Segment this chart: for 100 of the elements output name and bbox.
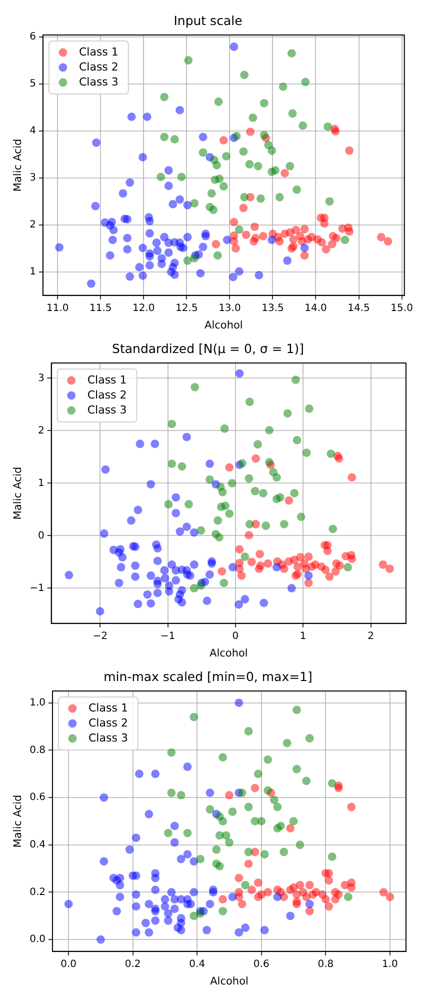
point: [260, 98, 268, 108]
y-tick-label: 0: [38, 530, 44, 542]
point: [271, 166, 280, 175]
y-tick-label: 0.2: [30, 886, 46, 898]
y-tick-label: 0.4: [30, 839, 46, 850]
point: [328, 240, 336, 248]
point: [244, 531, 254, 540]
point: [276, 822, 285, 830]
point: [320, 219, 329, 228]
point: [244, 474, 254, 483]
point: [235, 545, 244, 554]
point: [386, 564, 394, 573]
point: [305, 880, 314, 890]
point: [248, 114, 258, 122]
point: [273, 802, 282, 812]
point: [164, 828, 172, 838]
point: [264, 755, 272, 764]
point: [292, 185, 302, 194]
point: [305, 734, 314, 743]
point: [324, 902, 334, 911]
point: [290, 489, 299, 498]
point: [232, 244, 240, 253]
point: [328, 779, 336, 788]
point: [270, 796, 278, 804]
point: [213, 251, 222, 260]
chart-title: Standardized [N(μ = 0, σ = 1)]: [112, 340, 304, 356]
point: [265, 426, 274, 434]
point: [196, 526, 206, 535]
point: [184, 56, 193, 65]
point: [302, 776, 311, 786]
point: [196, 581, 206, 590]
point: [254, 770, 262, 778]
point: [260, 130, 268, 140]
point: [275, 192, 284, 202]
legend-label: Class 3: [78, 75, 118, 88]
point: [239, 147, 248, 156]
point: [296, 840, 304, 850]
point: [254, 878, 262, 887]
point: [258, 489, 268, 498]
point: [257, 817, 266, 826]
point: [196, 909, 205, 918]
point: [280, 848, 288, 856]
point: [220, 578, 228, 588]
point: [234, 874, 244, 882]
point: [324, 876, 334, 885]
x-axis-title: Alcohol: [210, 647, 248, 660]
point: [206, 475, 214, 484]
y-axis-title: Malic Acid: [12, 138, 24, 192]
y-tick-label: 2: [30, 219, 36, 230]
point: [168, 460, 176, 468]
point: [256, 194, 265, 203]
point: [244, 802, 253, 812]
point: [324, 122, 332, 131]
point: [247, 558, 256, 566]
x-tick-label: −1: [160, 630, 176, 642]
legend-label: Class 2: [88, 716, 128, 730]
point: [244, 848, 253, 856]
x-tick-label: 13.0: [218, 302, 241, 314]
point: [225, 509, 234, 518]
point: [245, 398, 254, 406]
point: [167, 748, 176, 757]
point: [334, 784, 343, 792]
point: [225, 838, 234, 847]
point: [335, 561, 344, 570]
point: [305, 906, 314, 916]
legend-label: Class 1: [88, 701, 128, 714]
point: [176, 790, 186, 800]
x-tick-label: 14.0: [304, 302, 327, 314]
point: [291, 376, 300, 384]
point: [206, 805, 214, 814]
chart-title: min-max scaled [min=0, max=1]: [104, 668, 312, 684]
point: [301, 78, 310, 86]
point: [304, 578, 313, 588]
point: [322, 245, 330, 254]
point: [265, 458, 274, 466]
point: [219, 136, 228, 144]
point: [190, 912, 198, 920]
point: [321, 895, 330, 904]
point: [177, 172, 186, 182]
point: [378, 560, 388, 569]
point: [296, 880, 304, 890]
x-tick-label: −2: [92, 630, 108, 642]
point: [304, 552, 313, 561]
point: [215, 862, 224, 870]
point: [234, 225, 244, 234]
point: [302, 448, 311, 457]
point: [384, 237, 392, 246]
point: [254, 162, 262, 170]
point: [238, 459, 246, 468]
point: [257, 890, 266, 899]
point: [190, 199, 199, 208]
legend-label: Class 1: [87, 373, 127, 386]
y-tick-label: 4: [30, 125, 36, 136]
point: [160, 92, 168, 102]
point: [282, 738, 292, 748]
point: [244, 860, 253, 868]
x-tick-label: 15.0: [390, 302, 413, 314]
point: [222, 152, 230, 160]
legend-label: Class 3: [87, 403, 127, 416]
point: [250, 784, 260, 792]
